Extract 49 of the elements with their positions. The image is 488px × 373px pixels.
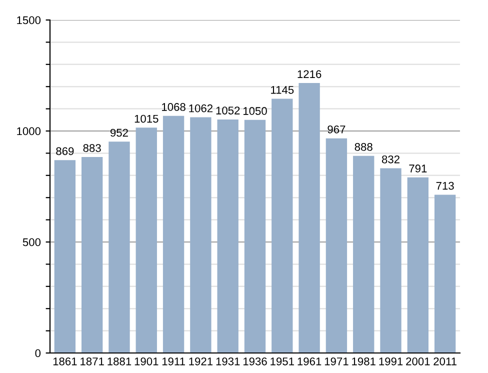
bar: [54, 160, 76, 353]
x-tick-label: 1881: [108, 357, 132, 366]
data-label: 1145: [271, 86, 294, 94]
bar: [81, 156, 103, 353]
bar: [272, 98, 293, 353]
data-label: 1062: [189, 104, 212, 112]
x-tick-label: 2011: [434, 357, 456, 366]
bar: [326, 138, 348, 353]
data-label: 869: [56, 147, 74, 156]
bar: [298, 83, 320, 353]
bar: [380, 168, 402, 353]
bar: [217, 119, 238, 353]
x-tick-label: 1871: [80, 357, 104, 366]
data-label: 1216: [298, 70, 322, 78]
x-tick-label: 1971: [324, 357, 348, 366]
bar: [353, 156, 374, 353]
bar: [136, 128, 157, 353]
y-tick-label: 1500: [17, 16, 41, 24]
y-tick-label: 1000: [17, 127, 41, 136]
bar: [407, 177, 429, 353]
data-label: 832: [382, 155, 400, 164]
data-label: 952: [110, 128, 128, 137]
data-label: 1068: [162, 103, 186, 111]
x-tick-label: 1911: [162, 357, 185, 366]
x-tick-label: 2001: [406, 357, 430, 366]
bar: [434, 194, 456, 353]
data-label: 888: [354, 143, 372, 151]
data-label: 883: [83, 144, 101, 152]
x-tick-label: 1931: [216, 357, 240, 366]
x-tick-label: 1961: [298, 357, 322, 366]
data-label: 791: [409, 164, 427, 172]
x-tick-label: 1951: [270, 357, 294, 366]
data-label: 713: [436, 182, 454, 190]
y-tick-label: 0: [35, 349, 41, 358]
bar: [162, 116, 184, 353]
y-tick-label: 500: [22, 238, 41, 246]
x-tick-label: 1861: [53, 357, 77, 366]
x-tick-label: 1981: [352, 357, 376, 366]
data-label: 967: [328, 125, 346, 134]
bar: [244, 120, 266, 353]
bar: [108, 142, 130, 353]
x-tick-label: 1901: [134, 357, 158, 366]
data-label: 1015: [134, 114, 158, 123]
x-tick-label: 1921: [189, 357, 213, 366]
x-tick-label: 1991: [379, 357, 403, 366]
x-tick-label: 1936: [243, 357, 267, 366]
bar: [190, 117, 212, 353]
data-label: 1052: [216, 106, 240, 114]
data-label: 1050: [243, 107, 267, 115]
